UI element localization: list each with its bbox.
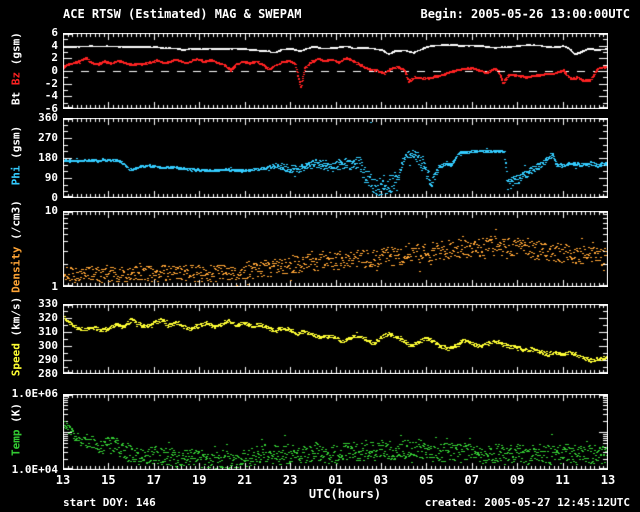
x-tick-label: 09 <box>509 473 525 487</box>
y-tick-label: 2 <box>51 51 58 65</box>
y-tick-label: 330 <box>38 297 58 310</box>
panel-mag-canvas <box>63 33 608 109</box>
y-tick-label: 270 <box>38 131 58 144</box>
panel-temp-canvas <box>63 394 608 470</box>
y-tick-label: 1.0E+06 <box>11 387 58 400</box>
x-tick-label: 11 <box>555 473 570 487</box>
x-tick-label: 23 <box>282 473 298 487</box>
x-axis-label: UTC(hours) <box>308 487 382 501</box>
y-tick-label: -2 <box>44 76 58 90</box>
plot-title: ACE RTSW (Estimated) MAG & SWEPAM <box>63 7 302 21</box>
y-tick-label: 310 <box>38 325 58 338</box>
y-tick-label: -6 <box>44 102 58 115</box>
x-tick-label: 13 <box>600 473 616 487</box>
y-tick-label: 290 <box>38 353 58 366</box>
y-axis-label-part: Temp <box>9 422 23 457</box>
y-tick-label: 320 <box>38 311 58 324</box>
y-tick-label: 360 <box>38 111 58 124</box>
x-tick-label: 03 <box>373 473 389 487</box>
y-tick-label: 1.0E+04 <box>11 463 58 476</box>
y-axis-label-temp: Temp (K) <box>10 330 23 512</box>
panel-phi-canvas <box>63 118 608 198</box>
x-tick-label: 21 <box>237 473 252 487</box>
y-tick-label: 4 <box>51 38 58 52</box>
created-timestamp: created: 2005-05-27 12:45:12UTC <box>424 496 630 509</box>
y-tick-label: 6 <box>51 26 58 39</box>
x-tick-label: 13 <box>55 473 71 487</box>
y-tick-label: 0 <box>51 64 58 77</box>
y-tick-label: 300 <box>38 339 58 352</box>
panel-speed-canvas <box>63 304 608 374</box>
x-tick-label: 07 <box>464 473 479 487</box>
y-axis-label-part: (K) <box>9 403 23 423</box>
begin-timestamp: Begin: 2005-05-26 13:00:00UTC <box>420 7 630 21</box>
y-tick-label: 90 <box>44 171 58 184</box>
panel-density-canvas <box>63 211 608 287</box>
y-tick-label: 280 <box>38 367 58 380</box>
y-tick-label: 180 <box>38 151 58 164</box>
start-doy-label: start DOY: 146 <box>63 496 156 509</box>
y-tick-label: 1 <box>51 280 58 293</box>
x-tick-label: 19 <box>192 473 207 487</box>
y-axis-label-part: (/cm3) <box>9 200 23 240</box>
x-tick-label: 05 <box>419 473 434 487</box>
x-tick-label: 15 <box>101 473 116 487</box>
x-tick-label: 01 <box>328 473 343 487</box>
y-tick-label: -4 <box>44 89 58 103</box>
y-tick-label: 0 <box>51 191 58 204</box>
y-tick-label: 10 <box>44 204 58 217</box>
x-tick-label: 17 <box>146 473 162 487</box>
